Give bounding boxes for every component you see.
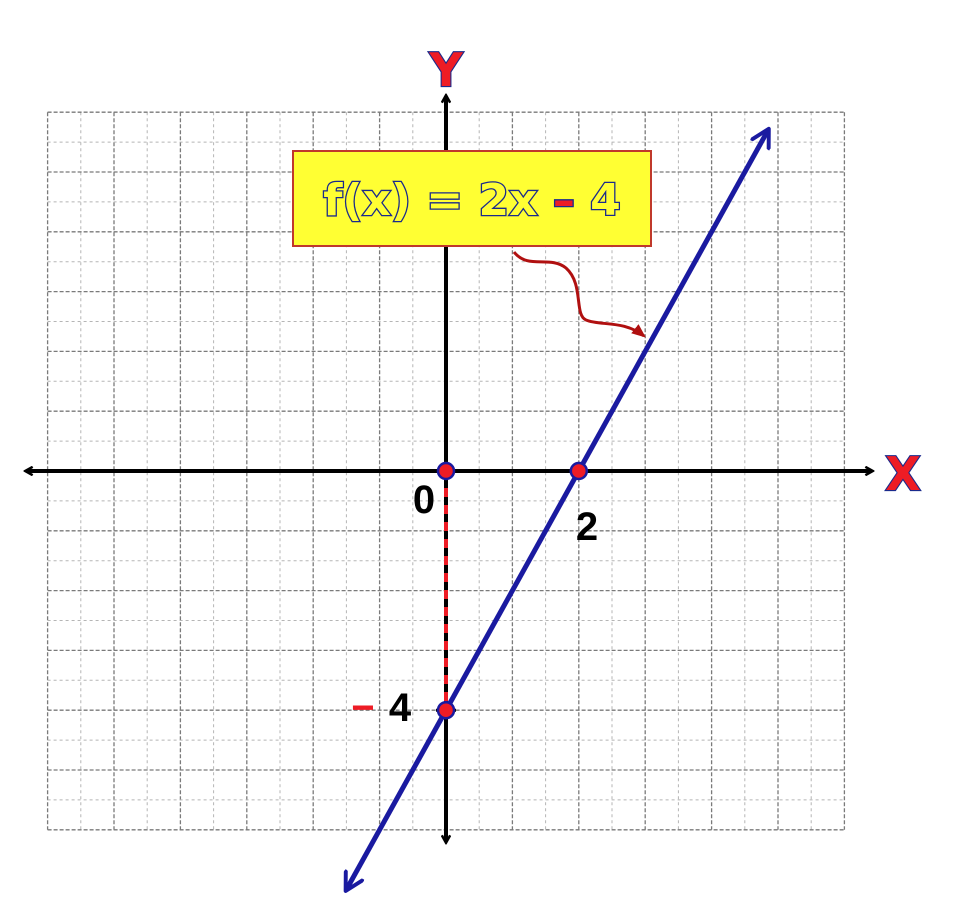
function-line-group (346, 130, 768, 889)
equation-text: f(x) = 2x – 4 (323, 175, 621, 226)
equation-box (292, 150, 652, 247)
x-intercept-label: 2 (576, 505, 598, 549)
y-intercept-label: 4 (389, 686, 412, 730)
annotation-arrow (512, 250, 646, 338)
origin-point (436, 461, 456, 481)
origin-label: 0 (413, 478, 435, 522)
x-axis-title: X (885, 447, 920, 501)
function-line (346, 130, 768, 889)
y-intercept-point (436, 700, 456, 720)
x-intercept-point (569, 461, 589, 481)
y-axis-title: Y (428, 43, 463, 97)
points-group (436, 461, 589, 720)
y-intercept-sign: − (351, 686, 374, 730)
